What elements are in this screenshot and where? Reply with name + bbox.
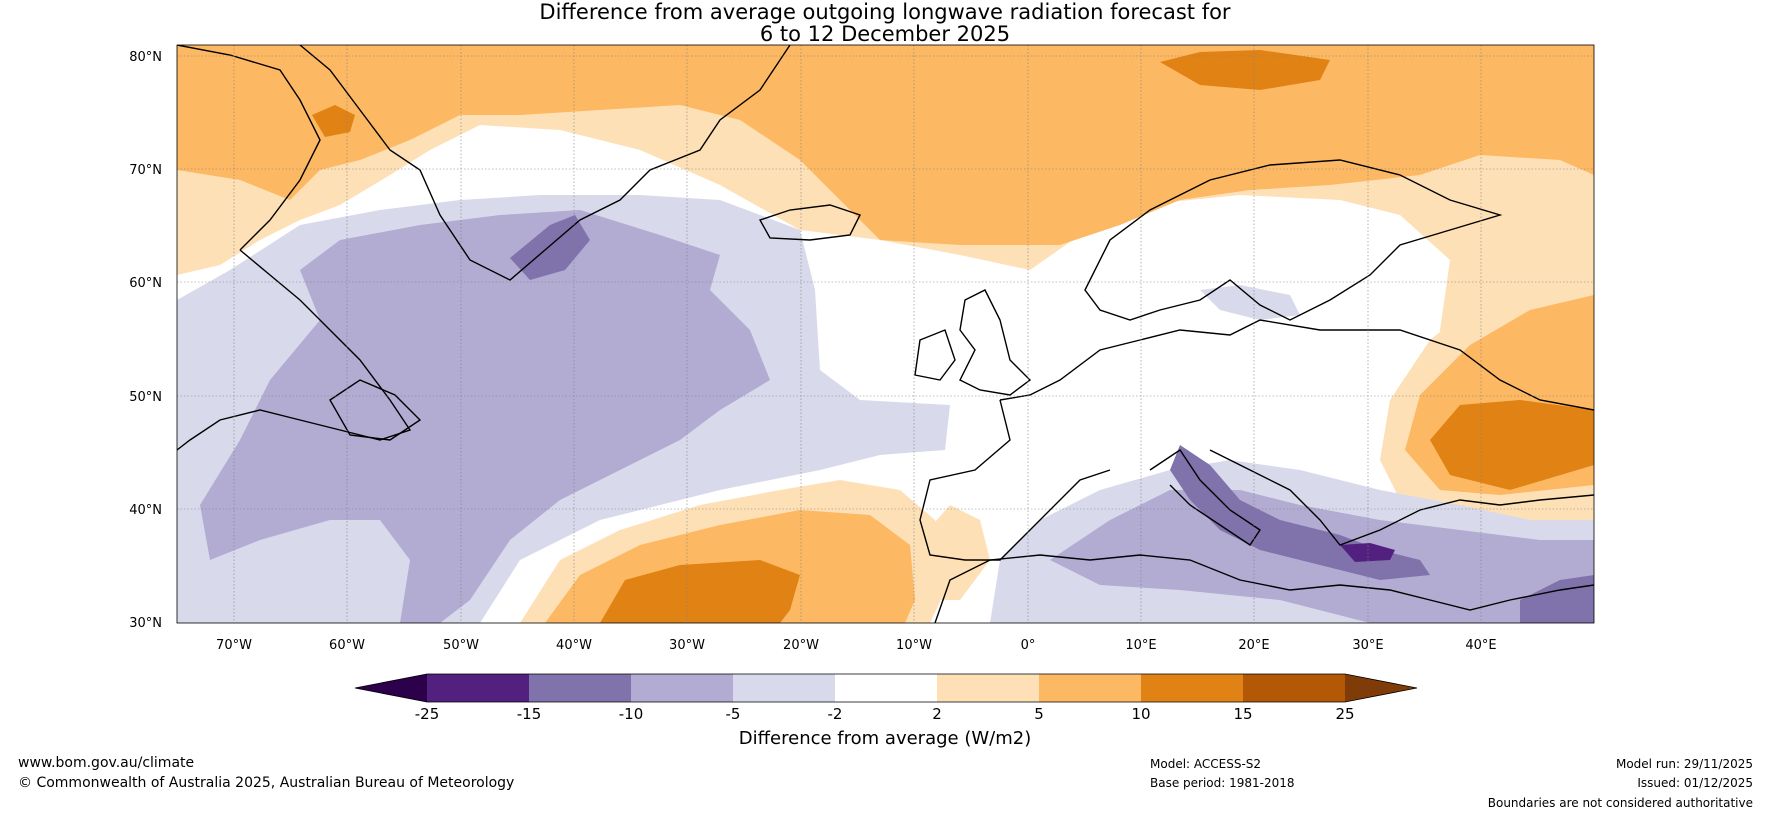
anomaly-region-north-mid	[177, 45, 1594, 245]
lat-label: 80°N	[129, 50, 162, 65]
colorbar-segment	[733, 674, 835, 702]
anomaly-region-svalbard-strong	[1160, 50, 1330, 90]
map-title-line-2: 6 to 12 December 2025	[759, 22, 1011, 46]
lon-label: 50°W	[443, 638, 479, 653]
lon-label: 30°W	[669, 638, 705, 653]
coastline-newfoundland	[329, 379, 422, 441]
lon-label: 40°E	[1465, 638, 1496, 653]
lon-label: 10°W	[896, 638, 932, 653]
colorbar-ticks: -25 -15 -10 -5 -2 2 5 10 15 25	[415, 705, 1355, 723]
coastline-greenland	[299, 45, 791, 281]
boundaries-disclaimer: Boundaries are not considered authoritat…	[1487, 796, 1753, 810]
colorbar-outline	[354, 673, 1418, 703]
lon-label: 20°E	[1238, 638, 1269, 653]
colorbar-over-arrow	[1345, 674, 1417, 702]
map-title-line-1: Difference from average outgoing longwav…	[539, 0, 1231, 24]
lat-label: 70°N	[129, 163, 162, 178]
model-name: Model: ACCESS-S2	[1150, 757, 1262, 771]
anomaly-region-greenland-strong	[312, 105, 355, 137]
colorbar-label: Difference from average (W/m2)	[738, 728, 1032, 749]
colorbar-tick-label: -5	[726, 705, 741, 723]
coastline-iberia	[919, 399, 1111, 561]
lon-label: 40°W	[556, 638, 592, 653]
coastline-italy	[1149, 449, 1261, 546]
longitude-labels: 70°W 60°W 50°W 40°W 30°W 20°W 10°W 0° 10…	[216, 638, 1497, 653]
colorbar-segment	[1141, 674, 1243, 702]
lon-label: 60°W	[329, 638, 365, 653]
latitude-labels: 80°N 70°N 60°N 50°N 40°N 30°N	[129, 50, 162, 631]
coastline-western-europe	[999, 319, 1594, 411]
base-period: Base period: 1981-2018	[1150, 776, 1295, 790]
colorbar-segment	[1039, 674, 1141, 702]
colorbar-segment	[631, 674, 733, 702]
colorbar-tick-label: 25	[1335, 705, 1354, 723]
lat-label: 50°N	[129, 390, 162, 405]
coastline-iceland	[758, 204, 861, 241]
anomaly-region-atlantic-moderate	[200, 210, 770, 623]
colorbar-tick-label: -2	[828, 705, 843, 723]
lat-label: 60°N	[129, 276, 162, 291]
lat-label: 40°N	[129, 503, 162, 518]
copyright-text: © Commonwealth of Australia 2025, Austra…	[18, 775, 515, 791]
lon-label: 70°W	[216, 638, 252, 653]
map-frame	[176, 44, 1595, 624]
colorbar-segment	[529, 674, 631, 702]
colorbar-tick-label: 10	[1131, 705, 1150, 723]
lat-label: 30°N	[129, 616, 162, 631]
colorbar-tick-label: 5	[1034, 705, 1044, 723]
issued-date: Issued: 01/12/2025	[1637, 776, 1753, 790]
colorbar-segment	[1243, 674, 1345, 702]
website-link[interactable]: www.bom.gov.au/climate	[18, 755, 195, 771]
colorbar-tick-label: -25	[415, 705, 440, 723]
graticule	[177, 45, 1594, 623]
lon-label: 10°E	[1125, 638, 1156, 653]
lon-label: 20°W	[783, 638, 819, 653]
coastlines	[177, 45, 1594, 623]
lon-label: 0°	[1021, 638, 1036, 653]
coastline-labrador	[177, 249, 412, 451]
lon-label: 30°E	[1352, 638, 1383, 653]
coastline-british-isles	[959, 289, 1032, 396]
anomaly-field	[177, 45, 1594, 623]
anomaly-region-southeast-moderate	[1520, 575, 1594, 623]
colorbar-tick-label: -15	[517, 705, 542, 723]
colorbar	[354, 673, 1418, 703]
anomaly-region-atlantic-south-strong	[600, 560, 800, 623]
colorbar-tick-label: 2	[932, 705, 942, 723]
anomaly-region-aegean-extreme	[1340, 543, 1395, 562]
coastline-balkans	[1209, 449, 1594, 546]
model-run-date: Model run: 29/11/2025	[1615, 757, 1753, 771]
colorbar-segment	[835, 674, 937, 702]
colorbar-segment	[427, 674, 529, 702]
colorbar-tick-label: 15	[1233, 705, 1252, 723]
coastline-canada-north	[177, 45, 321, 251]
colorbar-under-arrow	[355, 674, 427, 702]
colorbar-segment	[937, 674, 1039, 702]
anomaly-region-baltic-weak	[1200, 285, 1300, 320]
anomaly-region-east-strong	[1430, 400, 1594, 490]
coastline-north-africa	[934, 554, 1594, 623]
colorbar-tick-label: -10	[619, 705, 644, 723]
coastline-scandinavia	[1084, 159, 1503, 321]
coastline-ireland	[914, 329, 956, 381]
anomaly-region-iberia-light	[915, 505, 990, 600]
